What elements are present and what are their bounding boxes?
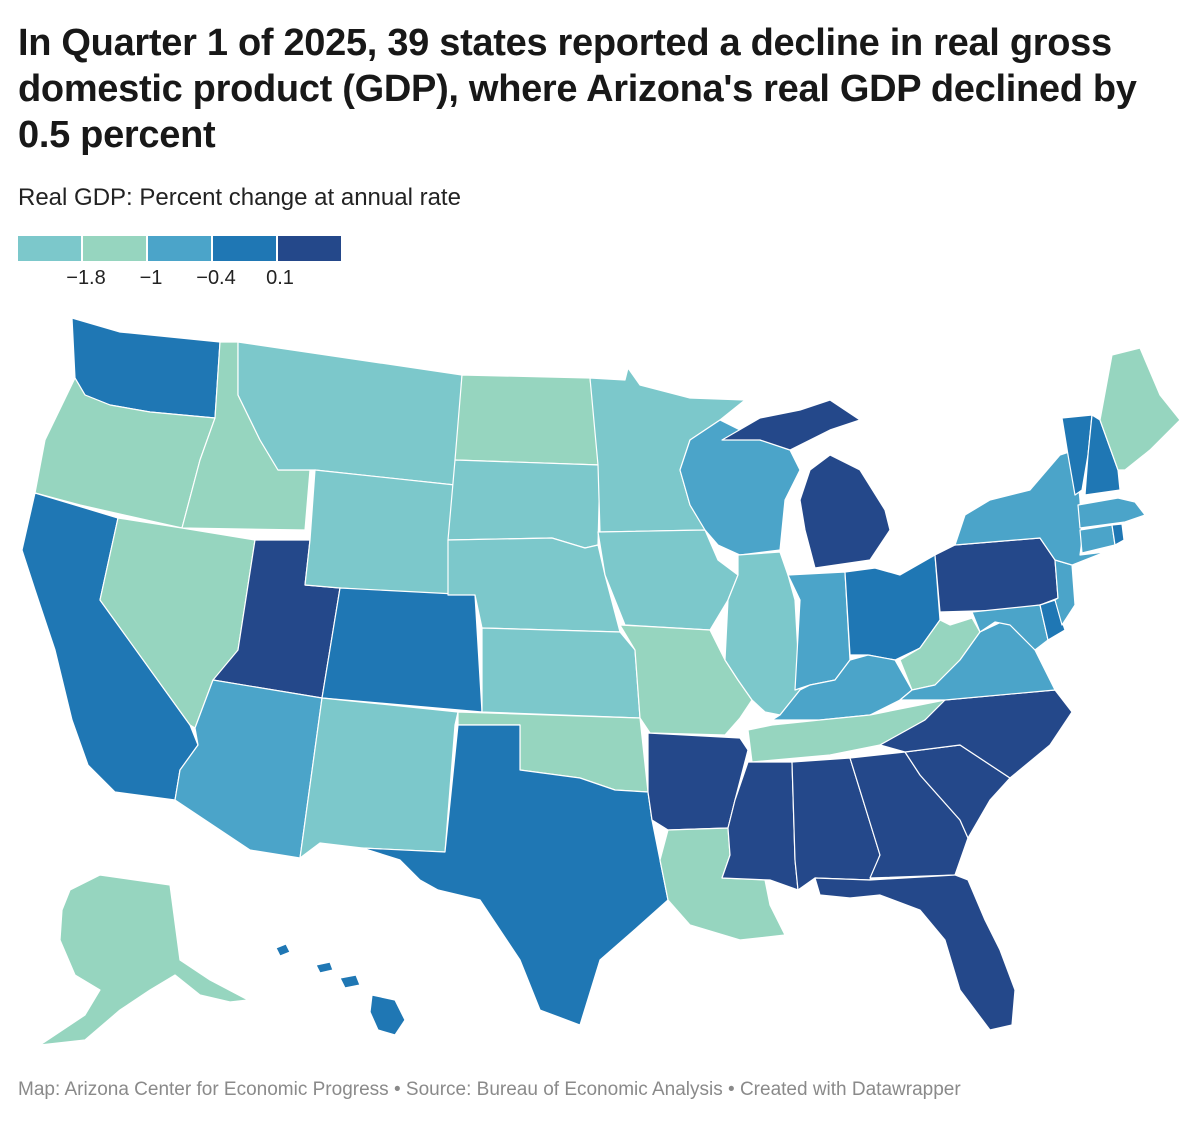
state-michigan[interactable]: [721, 399, 891, 569]
state-maine[interactable]: [1099, 347, 1181, 471]
state-connecticut[interactable]: [1079, 524, 1116, 554]
state-iowa[interactable]: [597, 529, 739, 631]
state-north-carolina[interactable]: [879, 689, 1073, 779]
footer-separator: •: [393, 1079, 401, 1100]
us-state-map: [21, 317, 1181, 1046]
state-wyoming[interactable]: [304, 469, 456, 596]
source-note: Source: Bureau of Economic Analysis: [405, 1079, 723, 1100]
map-credit: Map: Arizona Center for Economic Progres…: [18, 1079, 389, 1100]
legend-tick-1: −1.8: [66, 267, 106, 289]
state-pennsylvania[interactable]: [934, 537, 1059, 613]
legend-swatch-3: [148, 236, 211, 261]
footer-separator: •: [728, 1079, 735, 1100]
state-missouri[interactable]: [619, 624, 753, 736]
chart-footer: Map: Arizona Center for Economic Progres…: [18, 1079, 961, 1101]
chart-title: In Quarter 1 of 2025, 39 states reported…: [18, 22, 1137, 156]
state-hawaii[interactable]: [275, 943, 406, 1036]
legend-tick-4: 0.1: [266, 267, 294, 289]
state-nebraska[interactable]: [447, 537, 621, 633]
state-massachusetts[interactable]: [1077, 497, 1146, 529]
state-new-mexico[interactable]: [299, 697, 459, 859]
legend-tick-3: −0.4: [196, 267, 236, 289]
state-south-dakota[interactable]: [447, 459, 601, 549]
datawrapper-credit: Created with Datawrapper: [739, 1079, 961, 1100]
legend-swatch-1: [18, 236, 81, 261]
legend-swatch-2: [83, 236, 146, 261]
legend-tick-2: −1: [139, 267, 163, 289]
state-kentucky[interactable]: [771, 654, 913, 721]
state-colorado[interactable]: [321, 587, 483, 713]
color-legend: −1.8 −1 −0.4 0.1: [18, 236, 358, 296]
state-rhode-island[interactable]: [1111, 523, 1125, 546]
state-virginia[interactable]: [899, 617, 1056, 701]
state-florida[interactable]: [814, 874, 1016, 1031]
state-kansas[interactable]: [481, 627, 641, 719]
legend-swatch-5: [278, 236, 341, 261]
legend-swatch-4: [213, 236, 276, 261]
state-delaware[interactable]: [1039, 599, 1066, 641]
state-alaska[interactable]: [39, 874, 249, 1046]
state-texas[interactable]: [361, 724, 669, 1026]
state-north-dakota[interactable]: [454, 374, 601, 466]
chart-subtitle: Real GDP: Percent change at annual rate: [18, 184, 461, 211]
